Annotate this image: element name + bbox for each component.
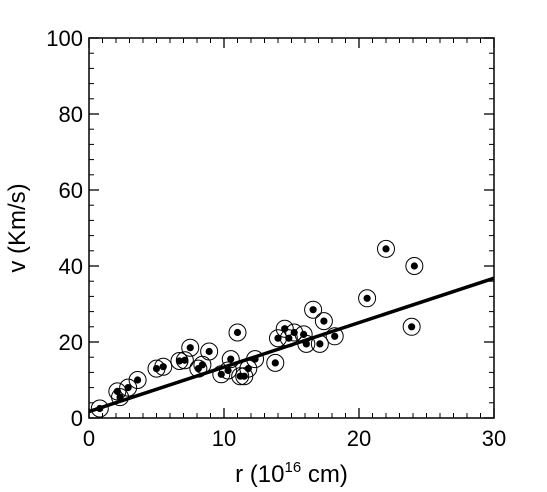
data-point — [363, 294, 371, 302]
data-points — [90, 239, 424, 418]
data-point-ring — [219, 361, 238, 380]
data-point — [271, 359, 279, 367]
data-point-ring — [228, 323, 247, 342]
plot-frame — [88, 37, 495, 419]
data-point — [233, 328, 242, 337]
data-point — [96, 404, 104, 413]
data-point-ring — [119, 378, 138, 397]
y-tick-label: 80 — [59, 102, 83, 127]
data-point — [134, 376, 142, 384]
x-tick-label: 20 — [347, 426, 371, 451]
data-point — [175, 357, 184, 365]
y-tick-label: 0 — [71, 406, 83, 431]
data-point-ring — [200, 342, 219, 361]
tick-labels: 0 10 20 30 0 20 40 60 80 100 — [46, 26, 506, 451]
x-tick-label: 0 — [83, 426, 95, 451]
data-point — [116, 393, 124, 401]
x-tick-label: 10 — [212, 426, 236, 451]
data-point-ring — [325, 327, 344, 346]
x-axis-title-superscript: 16 — [285, 459, 302, 476]
data-point — [124, 384, 132, 392]
data-point-ring — [297, 334, 316, 353]
data-point — [408, 323, 416, 331]
data-point — [410, 262, 418, 270]
data-point — [205, 347, 213, 356]
data-point-ring — [239, 359, 258, 378]
data-point — [302, 340, 310, 348]
y-axis-title: v (Km/s) — [4, 183, 31, 272]
data-point-ring — [246, 350, 265, 369]
data-point-ring — [314, 312, 333, 331]
y-tick-label: 60 — [59, 178, 83, 203]
data-point-ring — [310, 334, 329, 353]
data-point-ring — [221, 350, 240, 369]
data-point — [274, 334, 282, 342]
data-point-ring — [266, 353, 285, 372]
data-point-ring — [405, 257, 424, 275]
data-point — [382, 245, 390, 253]
data-point-ring — [275, 319, 294, 338]
data-point — [224, 366, 232, 375]
data-point — [331, 332, 339, 340]
data-point-ring — [128, 371, 147, 389]
data-point — [244, 365, 252, 373]
y-tick-label: 40 — [59, 254, 83, 279]
data-point-ring — [402, 317, 421, 336]
data-point — [181, 356, 189, 364]
data-point-ring — [304, 300, 323, 319]
data-point-ring — [154, 357, 173, 376]
data-point — [159, 363, 167, 371]
x-axis-title-suffix: cm) — [301, 461, 348, 488]
data-point-ring — [181, 338, 200, 357]
data-point — [217, 370, 225, 378]
x-axis-title-prefix: r (10 — [235, 461, 284, 488]
data-point — [198, 361, 206, 369]
data-point-ring — [377, 239, 395, 258]
data-point — [309, 306, 317, 314]
data-point-ring — [90, 399, 109, 418]
fit-line — [88, 276, 495, 414]
data-point-ring — [358, 289, 377, 308]
data-point — [186, 344, 194, 352]
x-tick-label: 30 — [482, 426, 506, 451]
data-point-ring — [279, 329, 298, 348]
y-tick-label: 100 — [46, 26, 83, 51]
data-point-ring — [189, 359, 208, 378]
y-tick-label: 20 — [59, 330, 83, 355]
data-point — [316, 340, 324, 348]
data-point — [251, 355, 259, 363]
data-point — [227, 355, 235, 363]
data-point-ring — [175, 351, 194, 370]
axis-ticks — [88, 37, 495, 419]
x-axis-title: r (1016 cm) — [235, 459, 348, 488]
data-point — [320, 317, 328, 325]
